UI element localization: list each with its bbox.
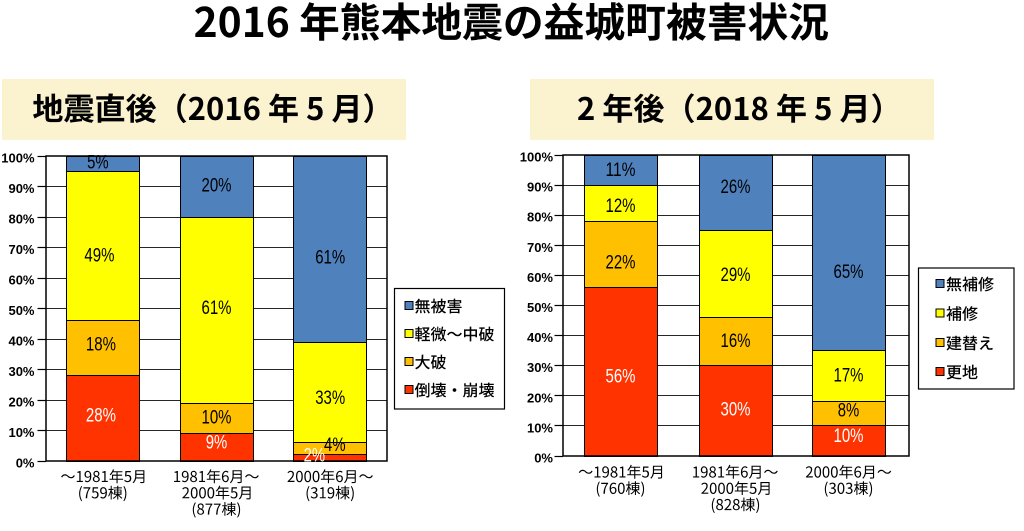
svg-text:90%: 90% xyxy=(527,180,553,195)
svg-text:20%: 20% xyxy=(202,175,232,196)
svg-text:50%: 50% xyxy=(527,300,553,315)
svg-text:60%: 60% xyxy=(527,270,553,285)
svg-text:26%: 26% xyxy=(721,177,751,198)
svg-text:10%: 10% xyxy=(8,425,34,440)
svg-text:28%: 28% xyxy=(86,405,116,426)
svg-text:11%: 11% xyxy=(606,160,636,181)
svg-text:4%: 4% xyxy=(324,435,346,456)
svg-text:30%: 30% xyxy=(8,364,34,379)
svg-text:70%: 70% xyxy=(8,242,34,257)
svg-text:80%: 80% xyxy=(527,210,553,225)
svg-text:20%: 20% xyxy=(8,395,34,410)
svg-text:30%: 30% xyxy=(721,399,751,420)
svg-text:61%: 61% xyxy=(202,298,232,319)
svg-text:40%: 40% xyxy=(8,334,34,349)
svg-text:100%: 100% xyxy=(520,150,554,165)
svg-text:30%: 30% xyxy=(527,360,553,375)
svg-text:61%: 61% xyxy=(315,248,345,269)
svg-text:2%: 2% xyxy=(304,446,326,467)
svg-text:40%: 40% xyxy=(527,330,553,345)
svg-text:49%: 49% xyxy=(84,245,114,266)
svg-text:22%: 22% xyxy=(606,252,636,273)
svg-text:17%: 17% xyxy=(834,366,864,387)
svg-text:70%: 70% xyxy=(527,240,553,255)
svg-text:20%: 20% xyxy=(527,390,553,405)
svg-text:80%: 80% xyxy=(8,212,34,227)
svg-text:10%: 10% xyxy=(834,426,864,447)
svg-text:12%: 12% xyxy=(606,196,636,217)
svg-text:10%: 10% xyxy=(527,420,553,435)
svg-text:90%: 90% xyxy=(8,181,34,196)
svg-text:8%: 8% xyxy=(838,401,860,422)
svg-text:0%: 0% xyxy=(16,456,35,471)
svg-text:60%: 60% xyxy=(8,273,34,288)
svg-text:9%: 9% xyxy=(206,433,228,454)
svg-text:65%: 65% xyxy=(834,262,864,283)
svg-text:33%: 33% xyxy=(315,388,345,409)
svg-text:56%: 56% xyxy=(606,366,636,387)
svg-text:100%: 100% xyxy=(1,151,35,166)
svg-text:50%: 50% xyxy=(8,303,34,318)
svg-text:5%: 5% xyxy=(87,152,109,173)
svg-text:0%: 0% xyxy=(534,451,553,466)
svg-text:16%: 16% xyxy=(721,331,751,352)
svg-text:18%: 18% xyxy=(86,335,116,356)
svg-text:29%: 29% xyxy=(721,265,751,286)
svg-text:10%: 10% xyxy=(202,408,232,429)
